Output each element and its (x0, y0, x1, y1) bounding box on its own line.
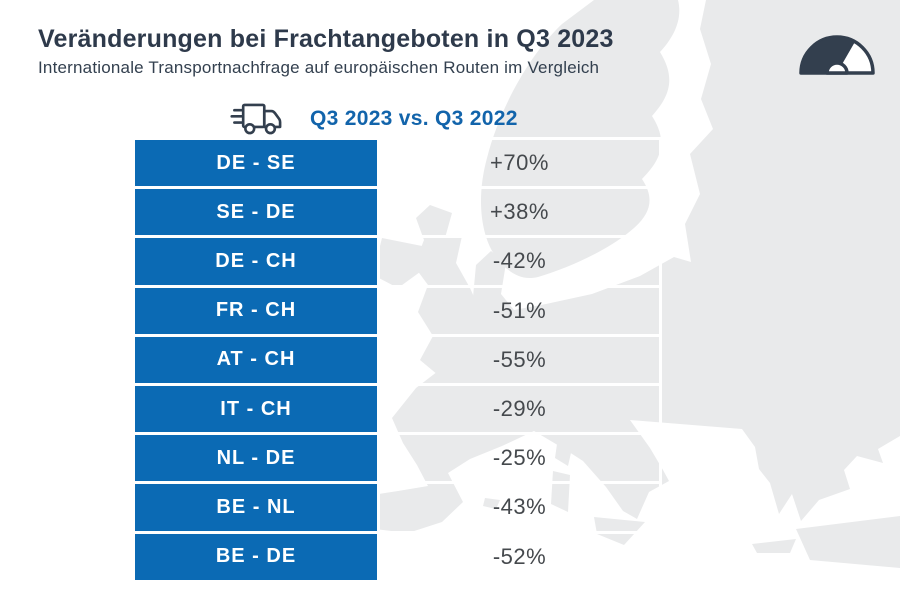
table-row: BE - DE -52% (135, 533, 662, 583)
change-value-cell: -29% (380, 385, 662, 436)
europe-map-icon (330, 0, 900, 568)
speedometer-gauge-logo-icon (799, 35, 875, 75)
route-cell: DE - SE (135, 140, 380, 190)
change-value-cell: -55% (380, 336, 662, 386)
truck-icon (230, 103, 282, 135)
change-value-cell: -25% (380, 435, 662, 485)
table-row: AT - CH -55% (135, 336, 662, 386)
table-row: SE - DE +38% (135, 189, 662, 239)
route-cell: IT - CH (135, 385, 380, 436)
table-row: DE - CH -42% (135, 238, 662, 288)
table-row: BE - NL -43% (135, 484, 662, 534)
comparison-label: Q3 2023 vs. Q3 2022 (310, 107, 518, 130)
route-cell: SE - DE (135, 189, 380, 239)
change-value-cell: -42% (380, 238, 662, 288)
route-cell: BE - DE (135, 533, 380, 583)
page-title: Veränderungen bei Frachtangeboten in Q3 … (38, 25, 614, 53)
route-cell: AT - CH (135, 336, 380, 386)
page-subtitle: Internationale Transportnachfrage auf eu… (38, 58, 600, 77)
table-row: DE - SE +70% (135, 140, 662, 190)
routes-table: DE - SE +70% SE - DE +38% DE - CH -42% FR - CH… (135, 137, 662, 583)
table-row: FR - CH -51% (135, 287, 662, 337)
route-cell: BE - NL (135, 484, 380, 534)
change-value-cell: -52% (380, 533, 662, 583)
route-cell: DE - CH (135, 238, 380, 288)
header: Veränderungen bei Frachtangeboten in Q3 … (38, 24, 614, 78)
change-value-cell: -51% (380, 287, 662, 337)
route-cell: FR - CH (135, 287, 380, 337)
route-cell: NL - DE (135, 435, 380, 485)
change-value-cell: +38% (380, 189, 662, 239)
legend: Q3 2023 vs. Q3 2022 (230, 100, 518, 138)
change-value-cell: +70% (380, 140, 662, 190)
table-row: IT - CH -29% (135, 385, 662, 436)
change-value-cell: -43% (380, 484, 662, 534)
table-row: NL - DE -25% (135, 435, 662, 485)
